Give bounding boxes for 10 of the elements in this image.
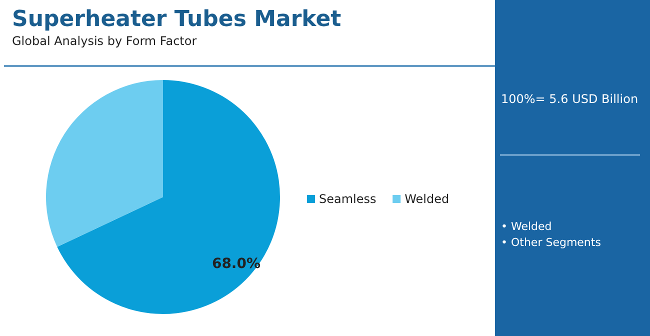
pie-slice <box>46 80 163 247</box>
text: • Other Segments <box>501 236 602 249</box>
chart-title: Superheater Tubes Market <box>12 7 342 32</box>
chart-subtitle: Global Analysis by Form Factor <box>12 34 197 48</box>
text: • Welded <box>501 220 552 233</box>
pie-slice <box>57 80 280 314</box>
legend-label: Welded <box>404 192 450 206</box>
data-label: 68.0% <box>212 256 261 272</box>
text: 100%= 5.6 USD Billion <box>501 92 638 106</box>
legend-label: Seamless <box>319 192 376 206</box>
